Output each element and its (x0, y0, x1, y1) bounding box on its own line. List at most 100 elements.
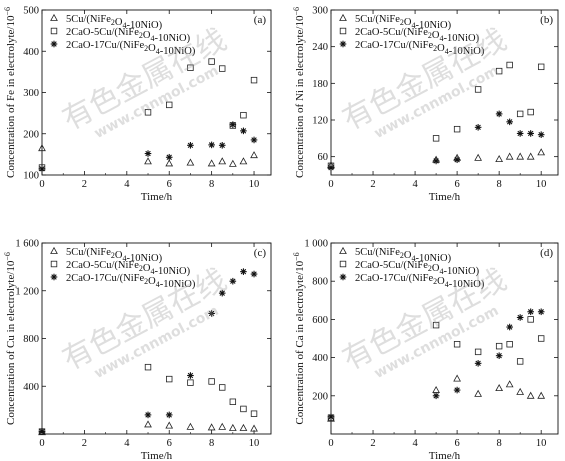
triangle-marker (50, 13, 58, 21)
x-tick-label: 4 (412, 179, 418, 190)
triangle-marker (144, 420, 152, 428)
y-tick-label: 1 600 (15, 239, 39, 250)
star-marker (218, 289, 226, 297)
square-marker (240, 111, 247, 119)
square-marker (516, 358, 524, 365)
star-marker (144, 411, 152, 419)
triangle-marker (495, 384, 504, 392)
star-marker (506, 323, 513, 331)
chart-panel-2: 0 2 4 6 8 10 60 120 180 240 300 Time/h Concentration… (292, 6, 559, 203)
star-marker (50, 40, 58, 48)
square-marker (339, 27, 347, 35)
square-marker (453, 125, 461, 133)
y-tick-label: 100 (23, 171, 39, 182)
x-tick-label: 10 (536, 438, 547, 449)
y-tick-label: 200 (23, 129, 39, 140)
triangle-marker (505, 380, 514, 388)
square-marker (339, 260, 347, 268)
y-tick-label: 1 200 (15, 286, 39, 297)
x-axis-title: Time/h (141, 450, 173, 461)
square-marker (474, 86, 482, 93)
y-tick-label: 800 (23, 334, 39, 345)
legend-entry-label: 2CaO-5Cu/(NiFe2O4-10NiO) (355, 260, 480, 277)
legend-entry-label: 2CaO-17Cu/(NiFe2O4-10NiO) (66, 40, 196, 57)
star-marker (218, 142, 226, 149)
legend-entry-label: 2CaO-5Cu/(NiFe2O4-10NiO) (66, 260, 191, 277)
panel-label: (c) (254, 247, 267, 259)
data-series-3 (327, 308, 545, 421)
star-marker (208, 141, 215, 149)
triangle-marker (186, 158, 195, 166)
star-marker (527, 308, 534, 316)
x-tick-label: 6 (167, 438, 172, 449)
y-tick-label: 500 (23, 6, 39, 17)
triangle-marker (207, 423, 216, 431)
legend-entry-label: 5Cu/(NiFe2O4-10NiO) (355, 247, 452, 264)
square-marker (474, 348, 482, 356)
triangle-marker (516, 152, 525, 160)
square-marker (537, 335, 545, 342)
triangle-marker (228, 423, 237, 431)
x-tick-label: 4 (124, 438, 130, 449)
y-tick-label: 200 (312, 391, 328, 402)
triangle-marker (526, 152, 535, 160)
triangle-marker (474, 153, 483, 161)
star-marker (432, 157, 440, 165)
triangle-marker (50, 246, 58, 254)
data-series-1 (38, 144, 258, 167)
x-tick-label: 4 (412, 438, 418, 449)
star-marker (453, 156, 461, 164)
triangle-marker (453, 374, 461, 382)
star-marker (495, 352, 503, 359)
triangle-marker (495, 154, 504, 163)
data-series-2 (38, 58, 258, 171)
x-tick-label: 2 (82, 438, 87, 449)
x-tick-label: 8 (209, 179, 214, 190)
x-tick-label: 6 (454, 438, 459, 449)
star-marker (474, 124, 482, 131)
square-marker (166, 375, 173, 383)
square-marker (229, 398, 237, 405)
triangle-marker (526, 391, 535, 399)
x-tick-label: 4 (124, 179, 130, 190)
legend-entry-label: 5Cu/(NiFe2O4-10NiO) (355, 14, 452, 31)
square-marker (187, 64, 194, 71)
legend-entry-label: 2CaO-17Cu/(NiFe2O4-10NiO) (66, 273, 196, 290)
square-marker (432, 321, 440, 329)
x-tick-label: 10 (249, 179, 260, 190)
panel-label: (a) (254, 14, 267, 26)
star-marker (250, 270, 258, 278)
x-tick-label: 0 (328, 438, 333, 449)
triangle-marker (207, 159, 216, 167)
star-marker (38, 428, 46, 435)
triangle-marker (537, 148, 546, 156)
star-marker (229, 277, 237, 285)
square-marker (495, 67, 503, 75)
x-axis-title: Time/h (429, 450, 461, 461)
triangle-marker (505, 152, 514, 160)
triangle-marker (38, 144, 46, 152)
x-tick-label: 0 (328, 179, 333, 190)
square-marker (506, 341, 513, 348)
chart-panel-4: 0 2 4 6 8 10 200 400 600 800 1 000 Time/h Concentrat… (292, 239, 559, 461)
x-tick-label: 2 (370, 179, 375, 190)
star-marker (495, 110, 503, 118)
square-marker (527, 316, 534, 323)
square-marker (50, 27, 58, 35)
triangle-marker (537, 391, 546, 399)
square-marker (495, 342, 503, 350)
y-axis-title: Concentration of Fe in electrolyte/10−6 (3, 7, 17, 178)
triangle-marker (144, 157, 152, 165)
x-tick-label: 0 (39, 179, 44, 190)
triangle-marker (239, 423, 248, 431)
star-marker (537, 131, 545, 138)
square-marker (144, 363, 152, 371)
chart-panel-3: 0 2 4 6 8 10 400 800 1 200 1 600 Time/h Concentrati… (3, 239, 272, 461)
star-marker (516, 130, 524, 137)
y-tick-label: 60 (318, 152, 329, 163)
star-marker (339, 273, 347, 281)
legend-entry-label: 2CaO-5Cu/(NiFe2O4-10NiO) (355, 27, 480, 44)
y-tick-label: 600 (312, 315, 328, 326)
plot-frame (330, 9, 559, 176)
